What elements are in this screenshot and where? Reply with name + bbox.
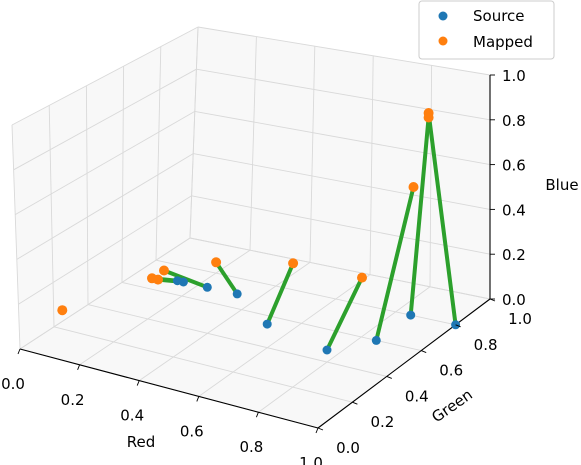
back-wall-gridline: [309, 46, 316, 263]
legend: Source Mapped: [418, 0, 555, 60]
legend-frame: [418, 0, 555, 60]
left-wall-gridline: [85, 85, 89, 305]
source-point: [322, 345, 332, 355]
legend-entry-source: Source: [473, 7, 525, 25]
legend-entry-mapped: Mapped: [473, 33, 533, 51]
source-point: [262, 319, 272, 329]
x-tick-label: 0.6: [180, 422, 204, 440]
connector-line: [265, 261, 296, 327]
source-point: [371, 335, 381, 345]
floor-gridline: [189, 237, 491, 300]
back-wall-gridline: [191, 195, 491, 255]
x-tick-label: 0.2: [61, 391, 85, 409]
mapped-point: [288, 258, 299, 269]
x-tick-label: 0.0: [1, 375, 25, 393]
back-wall-pane: [190, 27, 490, 299]
x-tick-label: 0.8: [239, 438, 263, 456]
connector-line: [374, 185, 416, 343]
y-tick-label: 0.8: [474, 336, 498, 354]
source-point: [202, 282, 212, 292]
z-tick-label: 0.8: [502, 112, 526, 130]
tick-mark: [455, 324, 461, 328]
tick-mark: [489, 298, 496, 302]
floor-gridline: [53, 326, 353, 403]
back-wall-gridline: [194, 110, 491, 166]
source-point: [406, 310, 416, 320]
left-wall-gridline: [13, 68, 197, 171]
tick-mark: [255, 412, 259, 418]
tick-mark: [317, 427, 324, 431]
tick-mark: [386, 375, 392, 379]
axis-lines: [19, 75, 491, 429]
left-wall-gridline: [16, 153, 194, 260]
z-tick-label: 0.6: [502, 157, 526, 175]
left-wall-gridline: [19, 237, 191, 350]
z-tick-label: 0.0: [502, 291, 526, 309]
left-wall-pane: [12, 27, 198, 349]
source-point: [232, 289, 242, 299]
y-tick-label: 0.6: [439, 362, 463, 380]
tick-labels: 0.0 0.0 0.0 0.2 0.2 0.2 0.4 0.4 0.4 0.6 0.6 0.6 0.8 0…: [1, 67, 532, 465]
tick-mark: [77, 364, 81, 370]
mapped-point: [57, 305, 68, 316]
tick-mark: [421, 350, 427, 354]
z-tick-label: 0.4: [502, 201, 526, 219]
tick-mark: [17, 348, 21, 355]
connector-line: [214, 260, 240, 296]
left-wall-gridline: [189, 26, 199, 239]
mapped-point: [211, 257, 222, 268]
left-wall-gridline: [48, 105, 55, 327]
back-wall-gridline: [369, 55, 374, 275]
mapped-point: [423, 108, 434, 118]
y-tick-label: 0.2: [370, 413, 394, 431]
y-axis-label: Green: [428, 386, 476, 427]
y-tick-label: 0.4: [405, 387, 429, 405]
mapped-point: [159, 265, 169, 276]
mapped-point: [357, 272, 367, 283]
floor-gridline: [138, 262, 311, 381]
back-wall-gridline: [429, 65, 433, 287]
mapped-point: [153, 274, 163, 285]
left-wall-gridline: [14, 111, 196, 215]
back-wall-gridline: [249, 36, 257, 251]
back-wall-gridline: [196, 68, 491, 121]
floor-gridline: [198, 274, 371, 397]
floor-gridline: [87, 304, 387, 377]
x-axis-label: Red: [127, 433, 156, 451]
connector-line: [408, 115, 431, 318]
tick-mark: [315, 427, 319, 434]
z-tick-label: 1.0: [502, 67, 526, 85]
tick-mark: [136, 380, 140, 386]
left-wall-gridline: [11, 124, 21, 350]
data-points: [57, 108, 461, 355]
floor-gridline: [258, 286, 431, 413]
source-point: [178, 277, 188, 287]
z-axis-label: Blue: [545, 176, 578, 194]
connector-line: [426, 111, 458, 327]
floor-gridline: [155, 259, 456, 326]
legend-marker-mapped: [438, 36, 448, 46]
y-axis-line: [317, 298, 491, 429]
left-wall-gridline: [121, 66, 125, 283]
tick-mark: [196, 396, 200, 402]
z-tick-label: 0.2: [502, 246, 526, 264]
y-tick-label: 0.0: [336, 439, 360, 457]
connector-line: [325, 275, 364, 352]
x-axis-line: [19, 348, 319, 429]
y-tick-label: 1.0: [508, 310, 532, 328]
left-wall-gridline: [155, 46, 162, 261]
x-tick-label: 0.4: [120, 407, 144, 425]
tick-mark: [352, 401, 358, 405]
mapped-point: [408, 182, 419, 192]
left-wall-gridline: [11, 26, 199, 126]
x-tick-label: 1.0: [299, 454, 323, 465]
back-wall-gridline: [197, 26, 491, 76]
legend-marker-source: [438, 11, 448, 21]
left-wall-gridline: [18, 195, 192, 305]
